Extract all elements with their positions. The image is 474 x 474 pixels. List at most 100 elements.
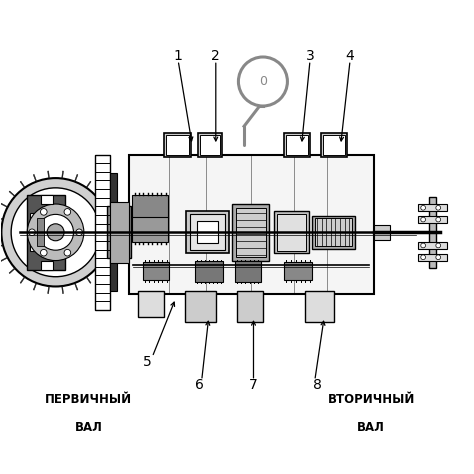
Polygon shape — [74, 174, 78, 182]
Bar — [323, 135, 345, 155]
Bar — [321, 133, 347, 157]
Bar — [429, 197, 437, 268]
Bar — [190, 214, 225, 250]
Bar — [235, 261, 261, 282]
Circle shape — [421, 217, 426, 222]
Bar — [132, 195, 168, 218]
Polygon shape — [0, 203, 8, 208]
Polygon shape — [0, 232, 1, 233]
Polygon shape — [20, 277, 25, 283]
Bar — [200, 135, 220, 155]
Text: 0: 0 — [259, 75, 267, 88]
Polygon shape — [110, 232, 117, 233]
Text: 4: 4 — [346, 48, 355, 63]
Polygon shape — [108, 245, 116, 247]
Circle shape — [238, 57, 287, 106]
Bar — [36, 218, 44, 246]
Bar — [41, 195, 53, 204]
Bar — [164, 133, 191, 157]
Polygon shape — [33, 174, 37, 182]
Circle shape — [421, 205, 426, 210]
Bar — [185, 291, 216, 322]
Circle shape — [421, 255, 426, 260]
Bar — [108, 206, 131, 258]
Polygon shape — [9, 191, 15, 197]
Polygon shape — [0, 217, 3, 220]
Polygon shape — [86, 181, 91, 188]
Bar — [30, 213, 60, 251]
Text: 8: 8 — [313, 378, 321, 392]
Circle shape — [436, 205, 440, 210]
Circle shape — [11, 188, 100, 277]
Bar — [186, 211, 228, 254]
Polygon shape — [9, 268, 15, 273]
Bar — [286, 135, 308, 155]
Text: 7: 7 — [249, 378, 258, 392]
Text: ВАЛ: ВАЛ — [357, 421, 385, 434]
Polygon shape — [62, 286, 64, 293]
Text: ПЕРВИЧНЫЙ: ПЕРВИЧНЫЙ — [45, 393, 132, 406]
Bar — [197, 221, 218, 243]
Bar — [195, 261, 223, 282]
Bar — [128, 155, 374, 293]
Bar — [419, 204, 447, 211]
Circle shape — [64, 249, 71, 256]
Bar — [138, 291, 164, 317]
Bar — [95, 155, 110, 310]
Polygon shape — [20, 181, 25, 188]
Circle shape — [1, 178, 110, 286]
Circle shape — [47, 224, 64, 241]
Circle shape — [64, 209, 71, 215]
Bar — [419, 254, 447, 261]
Bar — [166, 135, 189, 155]
Text: ВАЛ: ВАЛ — [74, 421, 102, 434]
Circle shape — [29, 229, 36, 236]
Polygon shape — [96, 191, 102, 197]
Polygon shape — [33, 283, 37, 290]
Bar — [419, 242, 447, 249]
Circle shape — [436, 217, 440, 222]
Bar — [277, 214, 306, 251]
Polygon shape — [96, 268, 102, 273]
Bar — [305, 291, 334, 322]
Bar — [236, 208, 266, 257]
Polygon shape — [74, 283, 78, 290]
Text: 5: 5 — [143, 355, 152, 369]
Text: ВТОРИЧНЫЙ: ВТОРИЧНЫЙ — [328, 393, 415, 406]
Bar — [312, 216, 355, 249]
Polygon shape — [48, 286, 49, 293]
Polygon shape — [86, 277, 91, 283]
Bar — [198, 133, 222, 157]
Polygon shape — [0, 245, 3, 247]
Polygon shape — [103, 257, 110, 262]
Circle shape — [76, 229, 82, 236]
Polygon shape — [27, 195, 65, 270]
Bar — [143, 262, 169, 280]
Polygon shape — [0, 257, 8, 262]
Bar — [232, 204, 269, 261]
Text: 6: 6 — [195, 378, 204, 392]
Circle shape — [436, 255, 440, 260]
Polygon shape — [108, 217, 116, 220]
Bar — [284, 262, 312, 280]
Bar — [132, 217, 168, 242]
Bar — [41, 261, 53, 270]
Bar — [315, 218, 353, 246]
Circle shape — [37, 214, 73, 250]
Bar — [110, 201, 128, 263]
Text: 3: 3 — [306, 48, 314, 63]
Polygon shape — [48, 171, 49, 179]
Bar — [274, 211, 309, 254]
Circle shape — [421, 243, 426, 248]
Bar — [237, 291, 263, 322]
Circle shape — [40, 249, 47, 256]
Polygon shape — [62, 171, 64, 179]
Text: 2: 2 — [211, 48, 220, 63]
Bar — [374, 225, 390, 240]
Bar — [284, 133, 310, 157]
Bar — [419, 216, 447, 223]
Bar — [110, 173, 117, 291]
Circle shape — [27, 204, 84, 261]
Circle shape — [436, 243, 440, 248]
Polygon shape — [103, 203, 110, 208]
